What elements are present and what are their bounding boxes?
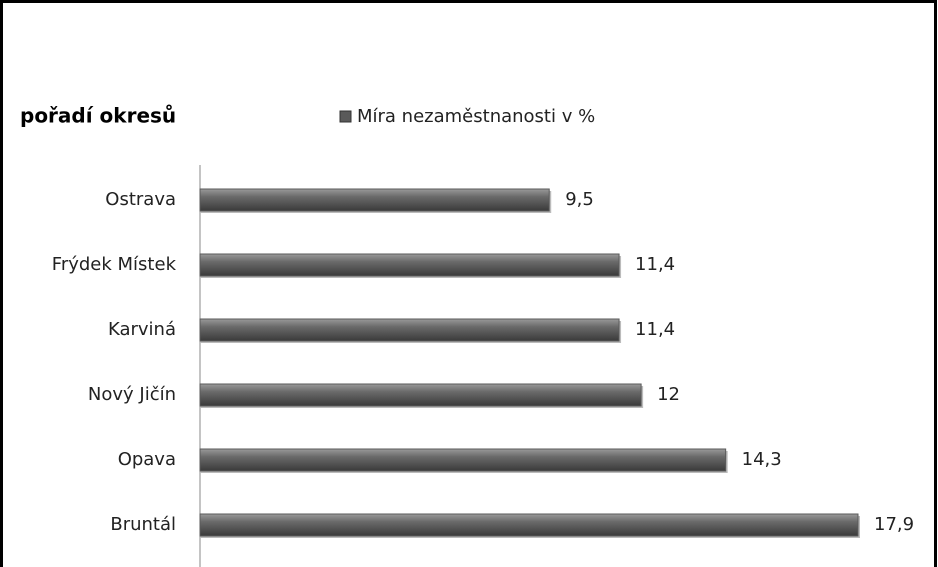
legend-swatch bbox=[339, 110, 352, 123]
y-tick-label: Ostrava bbox=[105, 189, 176, 210]
bar bbox=[199, 253, 620, 277]
data-label: 9,5 bbox=[565, 189, 594, 210]
y-tick-label: Frýdek Místek bbox=[52, 254, 177, 275]
y-tick-label: Karviná bbox=[108, 319, 176, 340]
data-label: 14,3 bbox=[742, 449, 782, 470]
y-tick-label: Bruntál bbox=[110, 514, 176, 535]
legend-label: Míra nezaměstnanosti v % bbox=[357, 106, 595, 127]
data-label: 11,4 bbox=[635, 254, 675, 275]
bar bbox=[199, 318, 620, 342]
y-tick-label: Opava bbox=[118, 449, 176, 470]
y-tick-label: Nový Jičín bbox=[88, 384, 176, 405]
bar bbox=[199, 383, 642, 407]
data-label: 17,9 bbox=[874, 514, 914, 535]
bar bbox=[199, 513, 859, 537]
bar bbox=[199, 448, 727, 472]
data-label: 11,4 bbox=[635, 319, 675, 340]
chart-title: pořadí okresů bbox=[20, 104, 176, 128]
bar bbox=[199, 188, 550, 212]
data-label: 12 bbox=[657, 384, 680, 405]
